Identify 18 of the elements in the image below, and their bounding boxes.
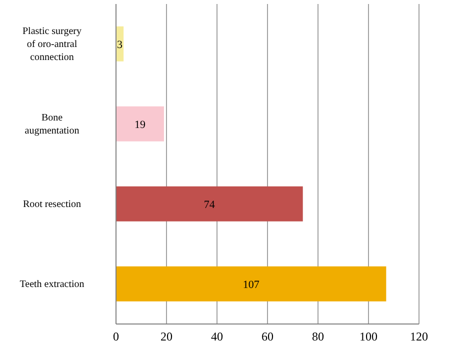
x-tick-label: 20 (160, 330, 172, 344)
bar (116, 106, 164, 142)
x-tick-label: 100 (360, 330, 378, 344)
data-label: 19 (134, 118, 146, 131)
x-tick-label: 40 (211, 330, 223, 344)
bar (116, 186, 303, 222)
y-tick-label: Bone augmentation (24, 112, 80, 136)
x-tick-label: 80 (312, 330, 324, 344)
x-tick-label: 60 (262, 330, 274, 344)
data-label: 107 (242, 278, 260, 291)
x-tick-label: 0 (113, 330, 119, 344)
y-tick-label: Plastic surgery of oro-antral connection (22, 26, 82, 62)
x-tick-label: 120 (410, 330, 428, 344)
y-tick-label: Teeth extraction (20, 278, 84, 290)
bar (116, 266, 386, 302)
data-label: 3 (117, 38, 124, 51)
data-label: 74 (204, 198, 216, 211)
y-tick-label: Root resection (22, 198, 82, 210)
